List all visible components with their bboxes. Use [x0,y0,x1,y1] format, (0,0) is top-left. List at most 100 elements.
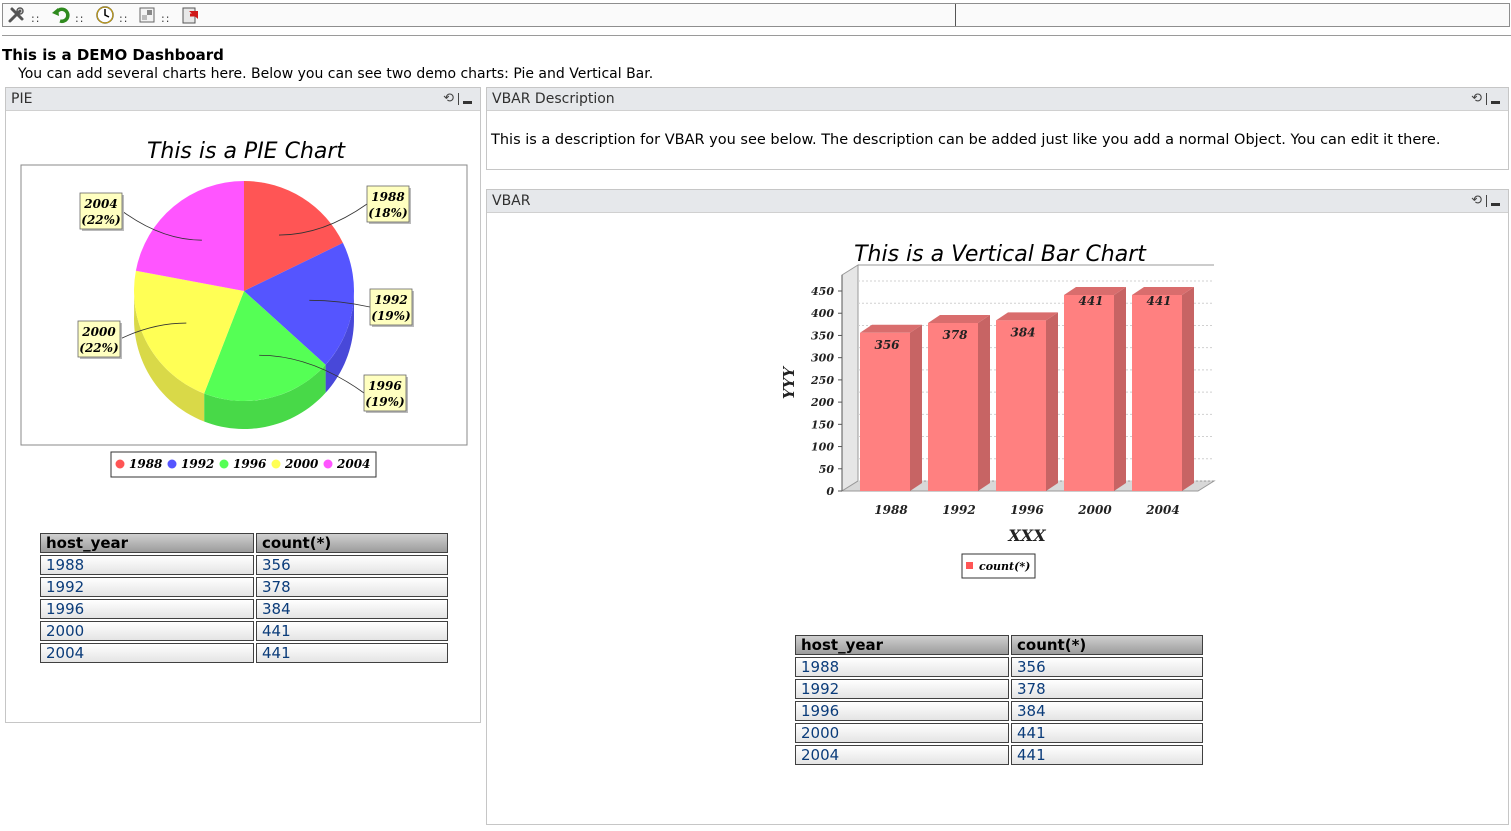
vbar-data-table: host_year count(*) 1988 356 1992 378 1996 3… [793,633,1205,767]
table-cell: 384 [256,599,448,619]
minimize-icon[interactable] [463,101,472,104]
window-icon[interactable] [138,5,156,25]
table-row: 1996 384 [40,599,448,619]
vbar-y-tick-label: 100 [811,441,834,454]
vbar-y-tick-label: 200 [810,396,834,409]
pie-slice-1992 [244,242,354,365]
vbar-x-axis-label: XXX [1007,526,1046,545]
refresh-icon[interactable]: ⟲ [1471,91,1482,106]
header-divider [1486,194,1487,207]
vbar-portlet-title: VBAR [492,193,531,209]
pie-slice-1988 [244,181,343,291]
vbar-legend-box [961,553,1036,579]
pie-label-year: 1996 [368,379,402,393]
table-cell: 1992 [40,577,254,597]
table-cell: 1996 [795,701,1009,721]
vbar-bar-side [978,315,990,491]
vbar-bar-side [1046,312,1058,491]
table-cell: 2004 [795,745,1009,765]
pie-slice-side [204,364,326,429]
table-cell: 1992 [795,679,1009,699]
table-header-host-year: host_year [40,533,254,553]
vbar-y-axis-label: YYY [780,366,798,399]
vbar-bar-top [996,312,1058,321]
header-divider [1486,92,1487,105]
pie-slice-2004 [135,181,244,291]
pie-portlet-title: PIE [11,91,33,107]
table-header-count: count(*) [256,533,448,553]
table-row: 1992 378 [40,577,448,597]
table-row: 2000 441 [795,723,1203,743]
pie-legend-marker [271,459,281,469]
pie-slice-2000 [134,270,244,394]
vbar-y-tick-label: 350 [811,329,834,342]
pie-label-percent: (19%) [371,309,410,323]
vbar-x-tick-label: 2004 [1145,503,1179,517]
minimize-icon[interactable] [1491,101,1500,104]
refresh-icon[interactable]: ⟲ [1471,193,1482,208]
toolbar-separator: :: [75,12,85,25]
table-row: 2004 441 [795,745,1203,765]
table-header-count: count(*) [1011,635,1203,655]
vbar-data-label: 441 [1078,294,1103,308]
vbar-bar-top [928,315,990,323]
toolbar-separator: :: [161,12,171,25]
clock-icon[interactable] [95,5,115,25]
toolbar-divider [955,4,956,26]
vbar-bar-side [1182,287,1194,491]
table-cell: 1988 [795,657,1009,677]
pie-label-year: 2004 [83,197,117,211]
pie-label-box [363,374,407,412]
table-cell: 2000 [40,621,254,641]
pie-label-year: 1988 [371,190,405,204]
vbar-data-label: 384 [1010,325,1035,339]
pie-label-percent: (19%) [365,395,404,409]
table-cell: 356 [1011,657,1203,677]
table-row: 1996 384 [795,701,1203,721]
vbar-chart: This is a Vertical Bar Chart 0 50 100 150 20… [780,242,1216,579]
toolbar-separator: :: [119,12,129,25]
refresh-icon[interactable]: ⟲ [443,91,454,106]
pie-data-table: host_year count(*) 1988 356 1992 378 1996 3… [38,531,450,665]
table-cell: 384 [1011,701,1203,721]
vbar-data-label: 356 [874,338,900,352]
vbar-legend-marker [966,562,973,569]
pie-label-box [79,192,123,230]
vbar-description-text: This is a description for VBAR you see b… [491,132,1441,148]
vbar-legend-item: count(*) [979,560,1030,573]
pie-legend-marker [323,459,333,469]
vbar-chart-title: This is a Vertical Bar Chart [854,242,1147,267]
pie-legend-marker [115,459,125,469]
pie-legend-item: 1988 [129,457,163,471]
dashboard-description: You can add several charts here. Below y… [18,66,654,82]
pie-chart-title: This is a PIE Chart [147,139,346,164]
tools-icon[interactable] [7,5,25,25]
vbar-x-tick-label: 2000 [1077,503,1112,517]
pie-legend-item: 2000 [284,457,319,471]
vbar-x-tick-label: 1992 [942,503,975,517]
minimize-icon[interactable] [1491,203,1500,206]
vbar-data-label: 378 [942,328,968,342]
table-cell: 1996 [40,599,254,619]
pie-slice-side [134,285,205,422]
top-toolbar: :: :: :: :: [2,3,1510,27]
table-row: 2000 441 [40,621,448,641]
vbar-side-wall [841,264,859,492]
pie-label-connector [279,203,368,236]
vbar-bar-side [1114,287,1126,491]
table-cell: 441 [256,643,448,663]
pie-label-percent: (22%) [81,213,120,227]
dashboard-title: This is a DEMO Dashboard [2,46,224,64]
pie-label-box [366,185,410,223]
vbar-bar-1996 [996,320,1046,491]
table-row: 2004 441 [40,643,448,663]
exit-icon[interactable] [181,5,201,25]
vbar-data-label: 441 [1146,294,1171,308]
table-cell: 441 [256,621,448,641]
vbar-bar-top [1132,287,1194,295]
table-cell: 378 [256,577,448,597]
vbar-x-tick-label: 1988 [874,503,908,517]
table-row: 1988 356 [795,657,1203,677]
pie-legend-box [110,451,377,478]
undo-icon[interactable] [51,5,71,25]
